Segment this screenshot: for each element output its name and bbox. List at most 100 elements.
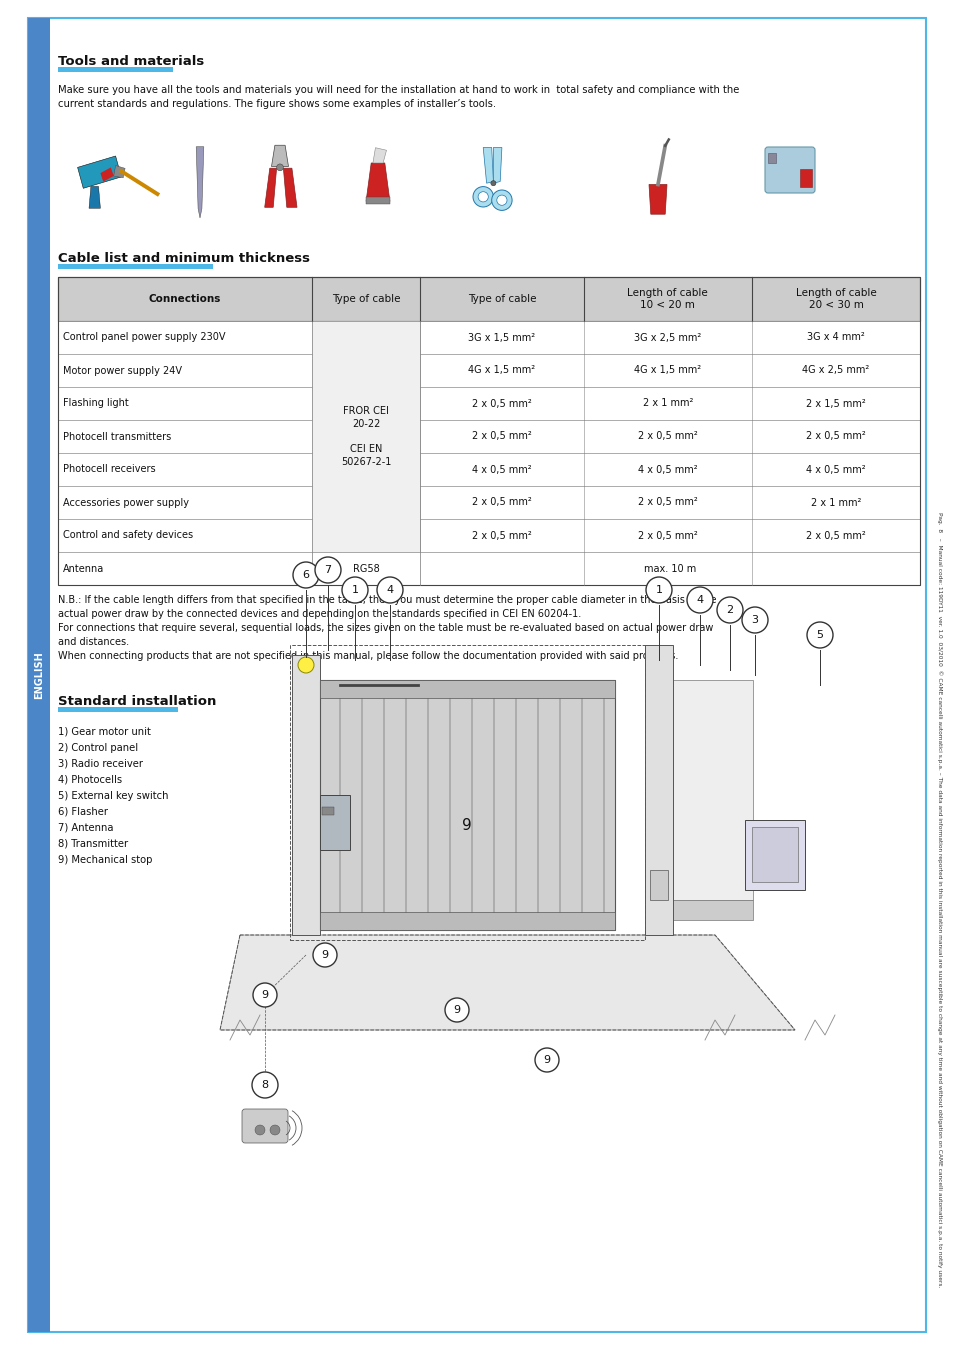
Bar	[292, 655, 319, 936]
Polygon shape	[220, 936, 794, 1030]
Text: 9: 9	[461, 818, 472, 833]
Text: 4 x 0,5 mm²: 4 x 0,5 mm²	[638, 464, 697, 474]
Circle shape	[741, 608, 767, 633]
Text: max. 10 m: max. 10 m	[643, 563, 696, 574]
Circle shape	[717, 597, 742, 622]
Text: Photocell transmitters: Photocell transmitters	[63, 432, 172, 441]
Circle shape	[313, 944, 336, 967]
Text: Cable list and minimum thickness: Cable list and minimum thickness	[58, 252, 310, 265]
Text: 2 x 0,5 mm²: 2 x 0,5 mm²	[805, 531, 865, 540]
Text: Control panel power supply 230V: Control panel power supply 230V	[63, 332, 225, 343]
Bar	[290, 645, 644, 940]
Text: 2 x 0,5 mm²: 2 x 0,5 mm²	[638, 432, 697, 441]
Text: Accessories power supply: Accessories power supply	[63, 498, 189, 508]
Text: Pag.  8   –  Manual code: 119DY11  ver. 1.0  03/2010  © CAME cancelli automatici: Pag. 8 – Manual code: 119DY11 ver. 1.0 0…	[936, 512, 942, 1288]
Polygon shape	[264, 169, 276, 208]
Text: N.B.: If the cable length differs from that specified in the table, then you mus: N.B.: If the cable length differs from t…	[58, 595, 716, 662]
Text: 7: 7	[324, 566, 332, 575]
Text: Photocell receivers: Photocell receivers	[63, 464, 155, 474]
Circle shape	[686, 587, 712, 613]
Bar	[644, 645, 672, 936]
Polygon shape	[373, 147, 386, 163]
Bar	[58, 454, 919, 486]
Text: Standard installation: Standard installation	[58, 695, 216, 707]
Polygon shape	[366, 163, 390, 201]
Text: 8) Transmitter: 8) Transmitter	[58, 838, 128, 849]
Circle shape	[491, 181, 496, 186]
Bar	[312, 321, 419, 552]
Polygon shape	[100, 167, 113, 182]
Bar	[58, 552, 919, 585]
Bar	[58, 387, 919, 420]
Text: FROR CEI
20-22

CEI EN
50267-2-1: FROR CEI 20-22 CEI EN 50267-2-1	[340, 406, 391, 467]
Text: 4G x 1,5 mm²: 4G x 1,5 mm²	[468, 366, 535, 375]
Bar	[28, 18, 50, 1332]
Text: Motor power supply 24V: Motor power supply 24V	[63, 366, 182, 375]
Text: 4 x 0,5 mm²: 4 x 0,5 mm²	[472, 464, 531, 474]
Bar	[319, 913, 615, 930]
Text: Tools and materials: Tools and materials	[58, 55, 204, 68]
Bar	[58, 707, 178, 711]
Circle shape	[270, 1125, 280, 1135]
Polygon shape	[283, 169, 296, 208]
Bar	[649, 869, 667, 900]
Text: 2: 2	[725, 605, 733, 616]
Polygon shape	[89, 186, 100, 208]
Text: 4) Photocells: 4) Photocells	[58, 775, 122, 784]
Text: ENGLISH: ENGLISH	[34, 651, 44, 699]
Text: RG58: RG58	[353, 563, 379, 574]
Text: 2 x 0,5 mm²: 2 x 0,5 mm²	[472, 398, 531, 409]
Circle shape	[645, 576, 671, 603]
Polygon shape	[113, 166, 125, 178]
Text: Length of cable
10 < 20 m: Length of cable 10 < 20 m	[627, 288, 707, 311]
Bar	[58, 277, 919, 585]
Text: 5) External key switch: 5) External key switch	[58, 791, 169, 801]
Text: Antenna: Antenna	[63, 563, 104, 574]
Polygon shape	[196, 147, 204, 217]
Circle shape	[477, 192, 488, 202]
Text: 2 x 0,5 mm²: 2 x 0,5 mm²	[472, 531, 531, 540]
Text: 4G x 2,5 mm²: 4G x 2,5 mm²	[801, 366, 869, 375]
Text: Flashing light: Flashing light	[63, 398, 129, 409]
Text: 2 x 1 mm²: 2 x 1 mm²	[810, 498, 861, 508]
FancyBboxPatch shape	[242, 1108, 288, 1143]
Text: 2 x 0,5 mm²: 2 x 0,5 mm²	[472, 432, 531, 441]
Bar	[672, 680, 752, 900]
Text: Type of cable: Type of cable	[467, 294, 536, 304]
Text: 9: 9	[453, 1004, 460, 1015]
Text: 3G x 4 mm²: 3G x 4 mm²	[806, 332, 864, 343]
Text: 4 x 0,5 mm²: 4 x 0,5 mm²	[805, 464, 865, 474]
Text: 3: 3	[751, 616, 758, 625]
Circle shape	[341, 576, 368, 603]
Circle shape	[444, 998, 469, 1022]
Circle shape	[252, 1072, 277, 1098]
Circle shape	[806, 622, 832, 648]
Polygon shape	[493, 147, 501, 184]
Bar	[800, 169, 811, 188]
Text: Length of cable
20 < 30 m: Length of cable 20 < 30 m	[795, 288, 876, 311]
Bar	[319, 680, 615, 698]
Text: 9: 9	[543, 1054, 550, 1065]
Bar	[751, 828, 797, 882]
Text: 3) Radio receiver: 3) Radio receiver	[58, 759, 143, 769]
Bar	[58, 265, 213, 269]
Circle shape	[491, 190, 512, 211]
Text: 2 x 1,5 mm²: 2 x 1,5 mm²	[805, 398, 865, 409]
Text: 7) Antenna: 7) Antenna	[58, 824, 113, 833]
Text: 6) Flasher: 6) Flasher	[58, 807, 108, 817]
Bar	[767, 153, 775, 163]
Text: 9) Mechanical stop: 9) Mechanical stop	[58, 855, 152, 865]
Text: 4: 4	[386, 585, 394, 595]
Circle shape	[535, 1048, 558, 1072]
Bar	[319, 680, 615, 930]
Text: Control and safety devices: Control and safety devices	[63, 531, 193, 540]
Polygon shape	[648, 185, 666, 215]
Text: 2) Control panel: 2) Control panel	[58, 743, 138, 753]
Polygon shape	[672, 900, 752, 919]
Text: 1: 1	[655, 585, 661, 595]
Bar	[58, 277, 919, 321]
Bar	[58, 321, 919, 354]
Text: 2 x 0,5 mm²: 2 x 0,5 mm²	[638, 498, 697, 508]
Circle shape	[376, 576, 402, 603]
Polygon shape	[272, 146, 288, 166]
